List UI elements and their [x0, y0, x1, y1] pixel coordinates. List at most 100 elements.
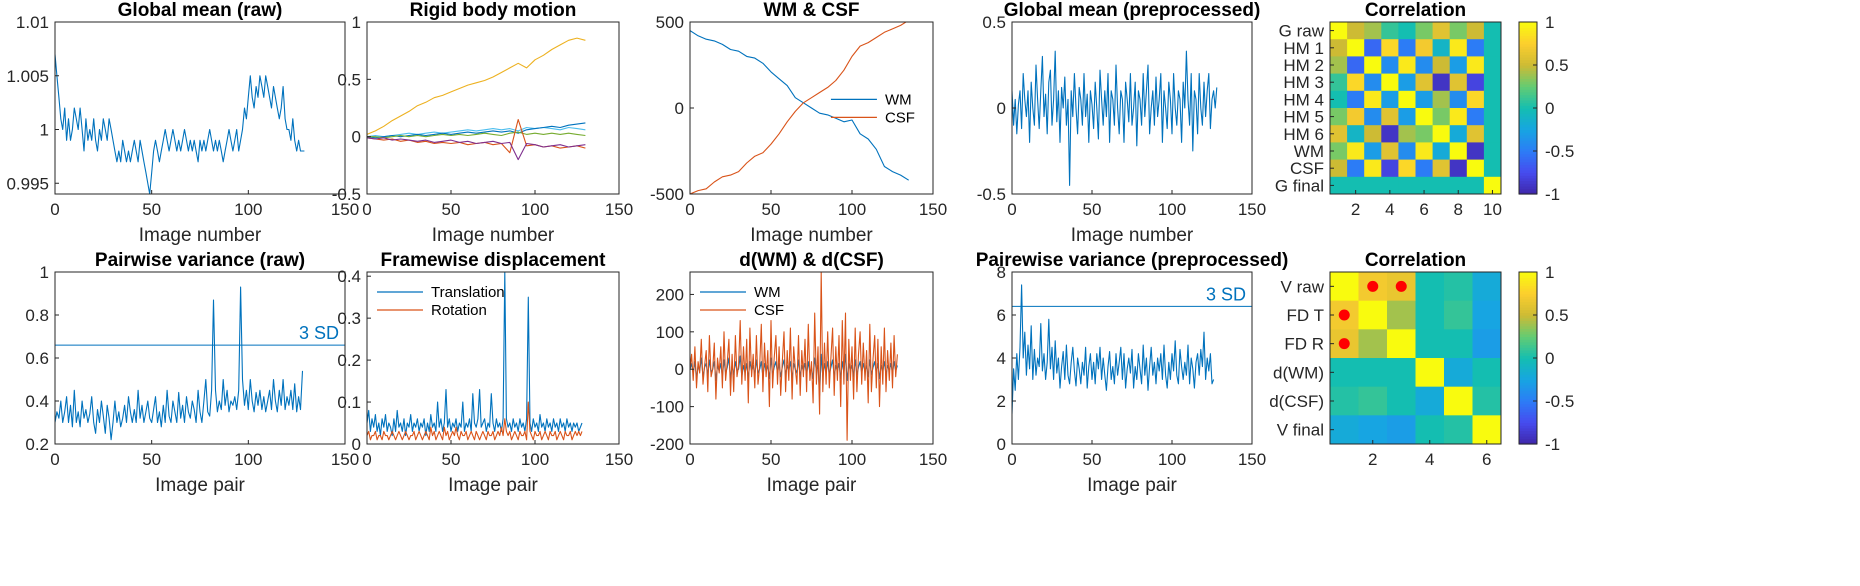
chart-title: Global mean (preprocessed) — [1004, 0, 1261, 21]
heatmap-cell — [1330, 415, 1359, 445]
series-line-translation — [367, 272, 583, 437]
legend-label: Translation — [431, 284, 505, 301]
x-tick-label: 0 — [50, 450, 59, 469]
x-tick-label: 50 — [762, 450, 781, 469]
colorbar-segment — [1519, 403, 1537, 407]
heatmap-cell — [1466, 159, 1485, 178]
colorbar-segment — [1519, 315, 1537, 319]
series-line-4 — [367, 131, 586, 139]
colorbar-segment — [1519, 35, 1537, 39]
heatmap-cell — [1472, 272, 1502, 302]
heatmap-cell — [1347, 176, 1365, 195]
series-line-csf — [690, 272, 898, 441]
row-label: G raw — [1279, 22, 1325, 41]
series-line-2 — [367, 126, 586, 138]
heatmap-cell — [1364, 22, 1382, 40]
colorbar-segment — [1519, 425, 1537, 429]
heatmap-cell — [1415, 142, 1434, 161]
x-tick-label: 100 — [521, 450, 549, 469]
heatmap-cell — [1398, 176, 1416, 195]
colorbar-segment — [1519, 191, 1537, 195]
heatmap-cell — [1347, 142, 1365, 161]
heatmap-cell — [1398, 56, 1416, 75]
colorbar-segment — [1519, 349, 1537, 354]
legend-label: Rotation — [431, 302, 487, 319]
heatmap-cell — [1358, 415, 1388, 445]
colorbar-segment — [1519, 183, 1537, 187]
heatmap-cell — [1415, 159, 1434, 178]
colorbar-segment — [1519, 392, 1537, 397]
series-group — [1012, 50, 1218, 186]
axes-box — [1329, 271, 1502, 445]
colorbar-segment — [1519, 422, 1537, 426]
colorbar-segment — [1519, 83, 1537, 88]
heatmap-cell — [1483, 142, 1502, 161]
colorbar-segment — [1519, 384, 1537, 389]
colorbar-segment — [1519, 65, 1537, 69]
heatmap-cell — [1381, 73, 1399, 92]
heatmap-cell — [1415, 272, 1445, 302]
colorbar-tick-label: 0 — [1545, 349, 1554, 368]
colorbar-segment — [1519, 379, 1537, 383]
y-tick-label: 0 — [352, 128, 361, 147]
heatmap-cell — [1432, 90, 1451, 109]
heatmap-cell — [1466, 176, 1485, 195]
colorbar-segment — [1519, 296, 1537, 300]
axes-box — [1329, 21, 1502, 195]
colorbar-segment — [1519, 56, 1537, 61]
heatmap-cell — [1449, 90, 1468, 109]
colorbar-segment — [1519, 169, 1537, 174]
x-tick-label: 4 — [1385, 200, 1394, 219]
colorbar-segment — [1519, 78, 1537, 82]
x-tick-label: 0 — [50, 200, 59, 219]
heatmap-cell — [1415, 108, 1434, 126]
y-tick-label: 1 — [352, 13, 361, 32]
row-label: HM 6 — [1283, 125, 1324, 144]
heatmap-cell — [1358, 329, 1388, 359]
x-tick-label: 0 — [362, 450, 371, 469]
x-axis-label: Image pair — [1087, 475, 1177, 496]
heatmap-cell — [1347, 73, 1365, 92]
colorbar-segment — [1519, 59, 1537, 63]
colorbar-segment — [1519, 105, 1537, 109]
heatmap-cell — [1466, 56, 1485, 75]
series-line-6 — [367, 137, 586, 161]
heatmap-cell — [1466, 73, 1485, 92]
colorbar-segment — [1519, 355, 1537, 359]
heatmap-cell — [1415, 176, 1434, 195]
x-tick-label: 50 — [142, 200, 161, 219]
y-tick-label: 0.5 — [982, 13, 1006, 32]
row-label: HM 4 — [1283, 90, 1324, 109]
heatmap-cell — [1444, 272, 1473, 302]
heatmap-cell — [1472, 386, 1502, 416]
colorbar-segment — [1519, 113, 1537, 117]
heatmap-cell — [1415, 73, 1434, 92]
colorbar-segment — [1519, 368, 1537, 373]
y-tick-label: 200 — [656, 285, 684, 304]
x-axis-label: Image number — [1071, 225, 1194, 246]
y-tick-label: 1 — [40, 121, 49, 140]
chart-p4: Global mean (preprocessed)0 50 100 150-0.50… — [977, 0, 1266, 246]
x-axis-label: Image number — [750, 225, 873, 246]
x-tick-label: 150 — [919, 450, 947, 469]
heatmap-cell — [1330, 142, 1348, 161]
colorbar-segment — [1519, 301, 1537, 305]
colorbar-segment — [1519, 124, 1537, 128]
heatmap-cell — [1449, 159, 1468, 178]
heatmap-cell — [1483, 176, 1502, 195]
series-line-1 — [367, 37, 586, 135]
heatmap-cell — [1398, 39, 1416, 57]
x-tick-label: 100 — [521, 200, 549, 219]
heatmap-cell — [1330, 56, 1348, 75]
row-label: V final — [1277, 421, 1324, 440]
row-label: HM 3 — [1283, 73, 1324, 92]
colorbar-segment — [1519, 94, 1537, 98]
colorbar-tick-label: -1 — [1545, 185, 1560, 204]
heatmap-cell — [1358, 300, 1388, 330]
chart-title: Correlation — [1365, 0, 1466, 21]
heatmap-cell — [1381, 90, 1399, 109]
colorbar-segment — [1519, 40, 1537, 45]
colorbar-segment — [1519, 116, 1537, 120]
colorbar-tick-label: 1 — [1545, 13, 1554, 32]
